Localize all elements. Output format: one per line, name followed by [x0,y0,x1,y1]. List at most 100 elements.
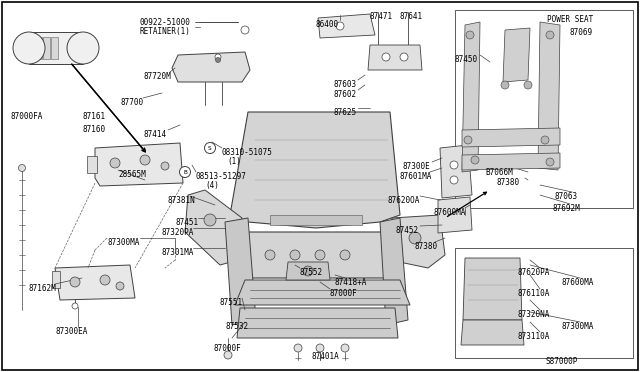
Text: 87320PA: 87320PA [162,228,195,237]
Text: 87300EA: 87300EA [55,327,88,336]
Polygon shape [538,22,560,170]
Text: 87451: 87451 [176,218,199,227]
Circle shape [316,344,324,352]
Bar [51,37,58,59]
Text: 87620OA: 87620OA [388,196,420,205]
Polygon shape [185,190,242,265]
Bar [43,37,50,59]
Text: 87452: 87452 [396,226,419,235]
Text: 87600MA: 87600MA [562,278,595,287]
Circle shape [315,250,325,260]
Text: 87000F: 87000F [214,344,242,353]
Text: 87381N: 87381N [168,196,196,205]
Circle shape [336,22,344,30]
Polygon shape [87,156,97,173]
Polygon shape [503,28,530,82]
Circle shape [265,250,275,260]
Circle shape [400,53,408,61]
Circle shape [294,344,302,352]
Text: 87720M: 87720M [143,72,171,81]
Text: 87063: 87063 [555,192,578,201]
Text: 87551: 87551 [220,298,243,307]
Text: 87602: 87602 [334,90,357,99]
Circle shape [303,266,313,276]
Circle shape [471,156,479,164]
Circle shape [341,344,349,352]
Text: 87450: 87450 [455,55,478,64]
Text: 87601MA: 87601MA [400,172,433,181]
Circle shape [546,31,554,39]
Circle shape [100,275,110,285]
Text: 87162M: 87162M [28,284,56,293]
Text: 87603: 87603 [334,80,357,89]
Polygon shape [235,280,410,305]
Polygon shape [225,218,256,325]
Circle shape [546,158,554,166]
Polygon shape [462,153,560,170]
Polygon shape [380,218,408,325]
Text: S: S [208,145,212,151]
Circle shape [179,167,191,177]
Polygon shape [172,52,250,82]
Text: S87000P: S87000P [546,357,579,366]
Text: 87471: 87471 [370,12,393,21]
Text: 87069: 87069 [570,28,593,37]
Polygon shape [232,232,400,278]
Circle shape [224,351,232,359]
Polygon shape [368,45,422,70]
Text: 00922-51000: 00922-51000 [140,18,191,27]
Circle shape [70,277,80,287]
Polygon shape [461,320,524,345]
Circle shape [382,53,390,61]
Circle shape [140,155,150,165]
Polygon shape [270,215,362,225]
Text: 87552: 87552 [300,268,323,277]
Text: 87641: 87641 [400,12,423,21]
Text: 87620PA: 87620PA [518,268,550,277]
Text: 87161: 87161 [82,112,105,121]
Circle shape [110,158,120,168]
Text: 87000F: 87000F [330,289,358,298]
Circle shape [205,142,216,154]
Text: 87401A: 87401A [312,352,340,361]
Text: 87625: 87625 [334,108,357,117]
Bar [455,10,633,208]
Polygon shape [237,308,398,338]
Text: 87301MA: 87301MA [162,248,195,257]
Circle shape [464,136,472,144]
Circle shape [541,136,549,144]
Polygon shape [286,262,330,280]
Text: 87160: 87160 [82,125,105,134]
Circle shape [409,232,421,244]
Circle shape [524,81,532,89]
Text: 28565M: 28565M [118,170,146,179]
Text: 87414: 87414 [143,130,166,139]
Text: 87000FA: 87000FA [10,112,42,121]
Circle shape [241,26,249,34]
Bar [29,32,83,64]
Text: 87380: 87380 [497,178,520,187]
Bar [455,248,633,358]
Polygon shape [462,22,480,172]
Text: (1): (1) [227,157,241,166]
Text: 87300E: 87300E [403,162,431,171]
Circle shape [216,58,221,62]
Text: 87692M: 87692M [553,204,580,213]
Polygon shape [95,143,183,186]
Text: 87532: 87532 [226,322,249,331]
Text: (4): (4) [205,181,219,190]
Bar [32,44,38,52]
Polygon shape [438,197,472,233]
Text: 08513-51297: 08513-51297 [196,172,247,181]
Circle shape [450,161,458,169]
Circle shape [466,31,474,39]
Circle shape [116,282,124,290]
Circle shape [340,250,350,260]
Circle shape [19,164,26,171]
Polygon shape [55,265,135,300]
Circle shape [13,32,45,64]
Polygon shape [390,215,445,268]
Text: 87380: 87380 [415,242,438,251]
Bar [30,37,42,59]
Text: 87418+A: 87418+A [335,278,367,287]
